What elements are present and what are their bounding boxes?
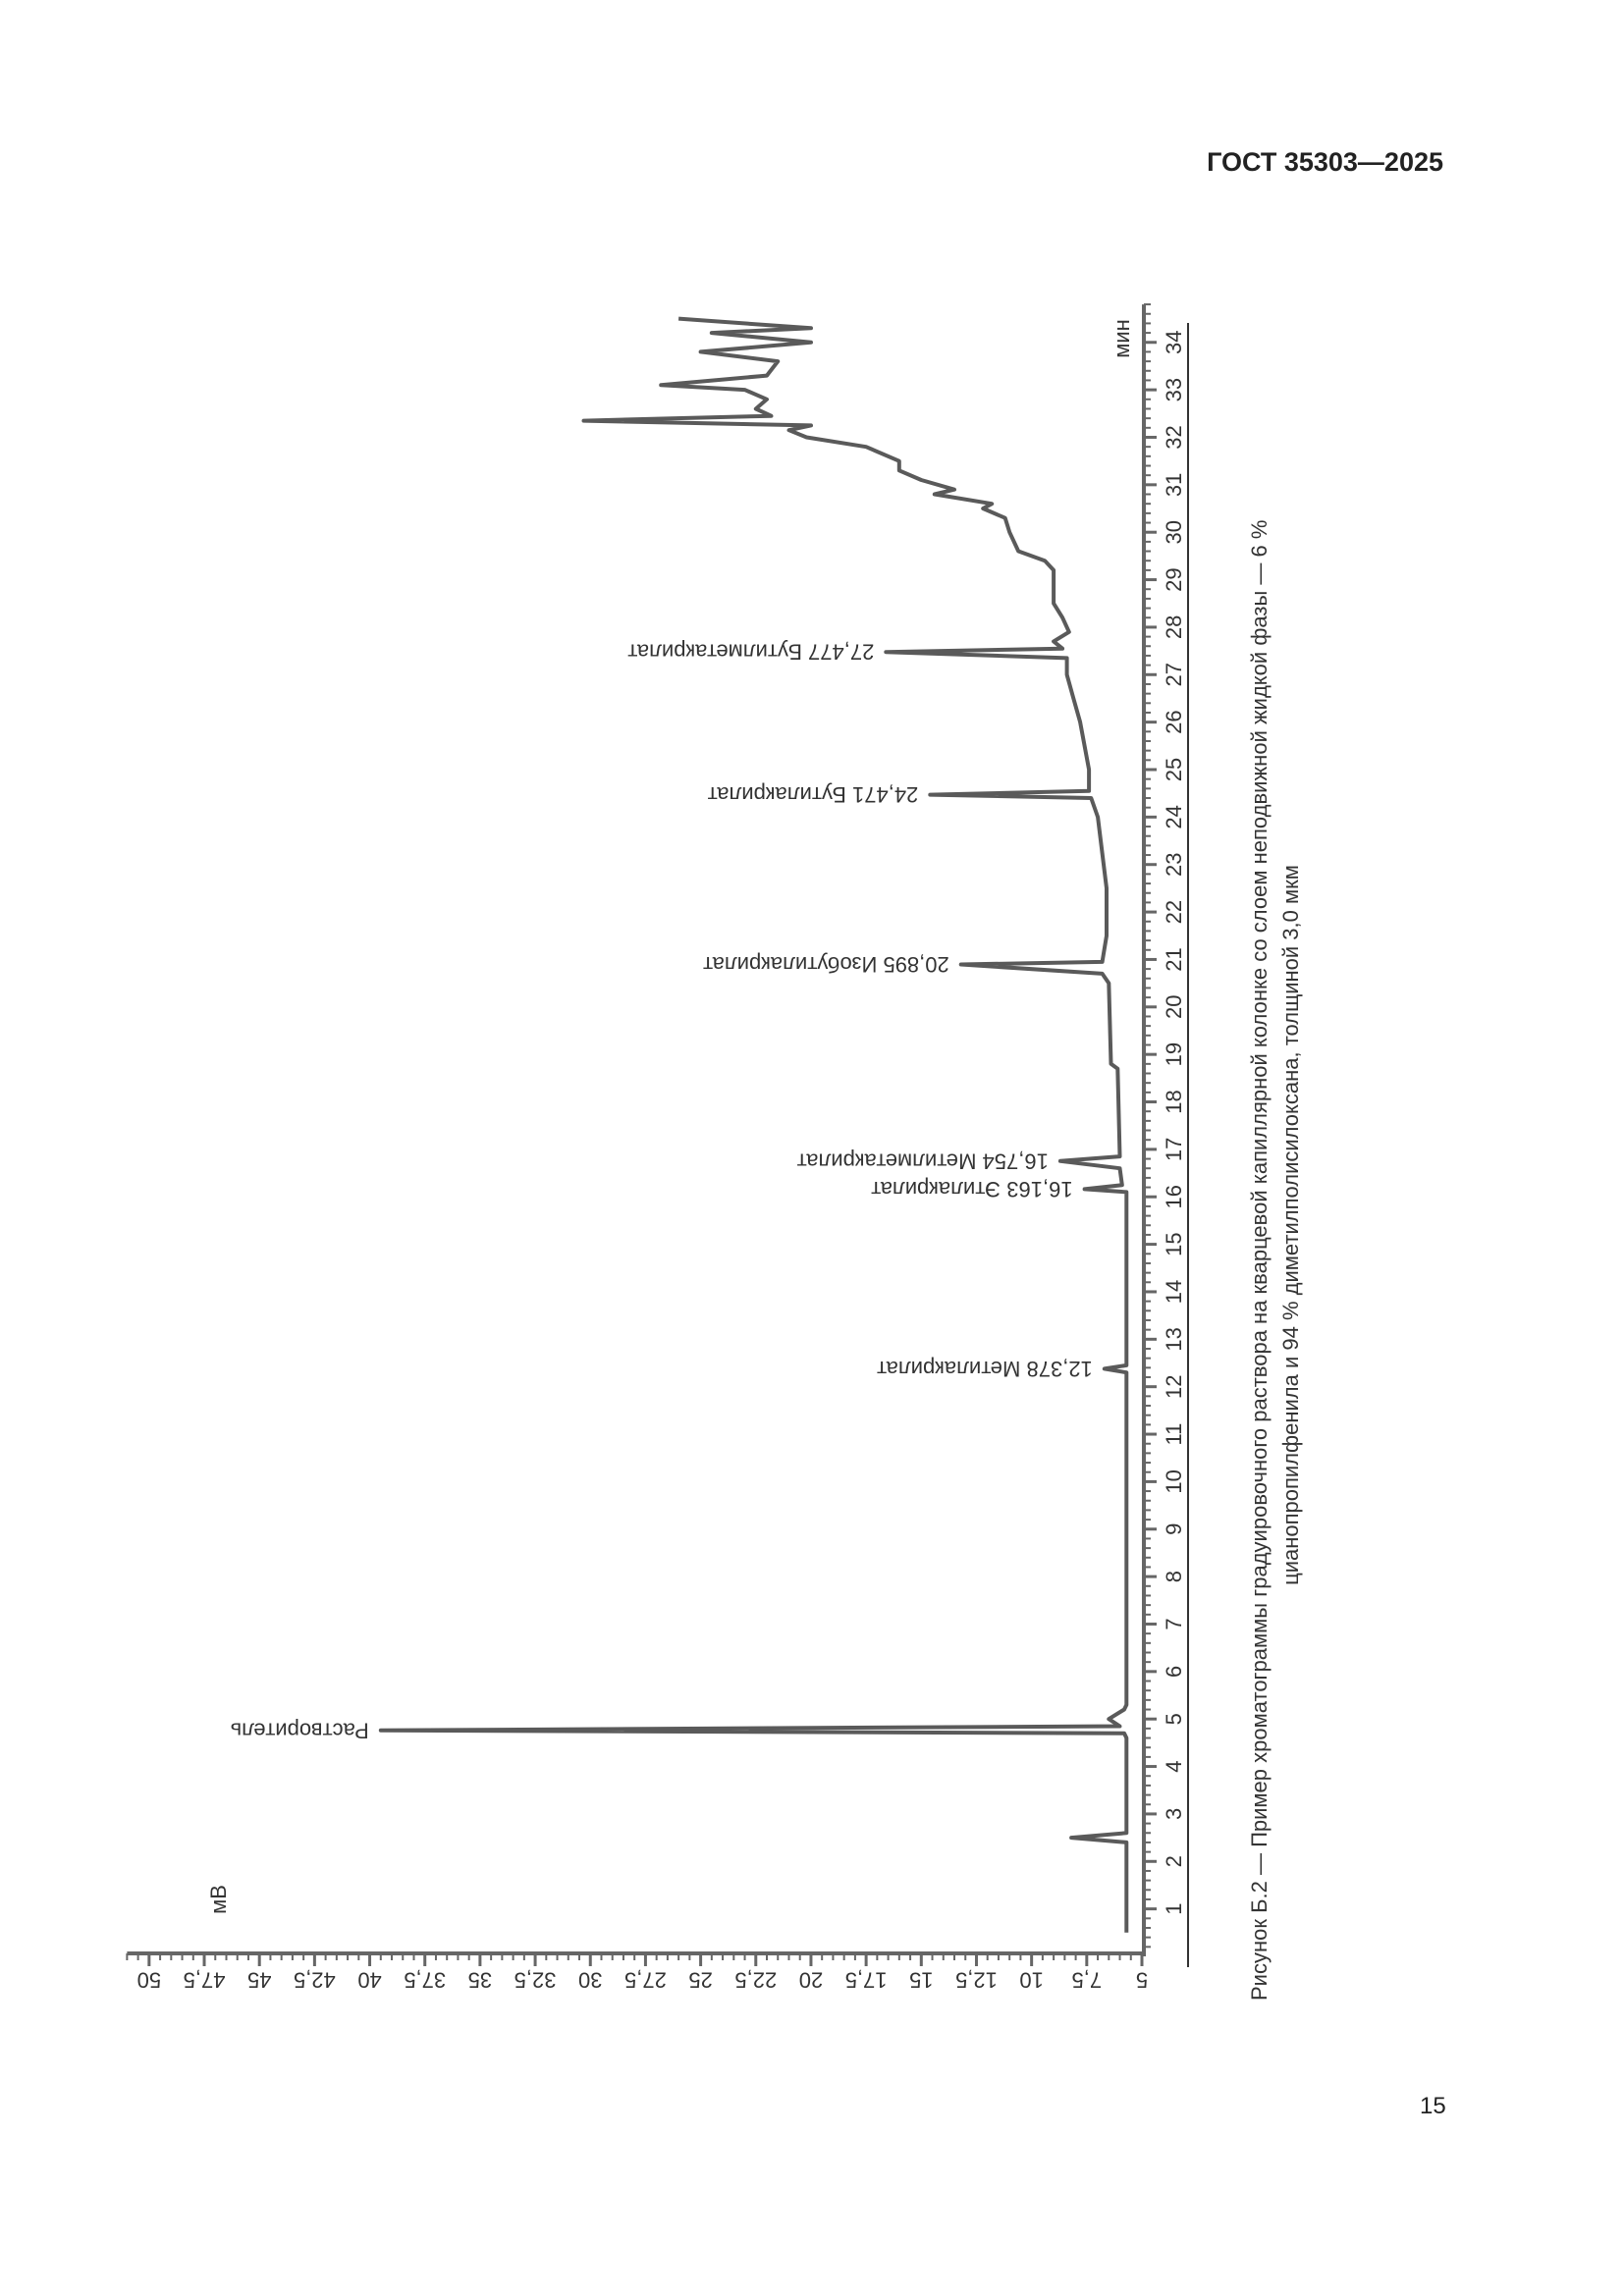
peak-labels: Растворитель 12,378 Метилакрилат 16,163 Эт… — [231, 640, 1093, 1743]
x-tick-label: 8 — [1162, 1571, 1186, 1582]
x-tick-label: 4 — [1162, 1760, 1186, 1772]
x-tick-label: 11 — [1162, 1423, 1186, 1446]
x-tick-label: 14 — [1162, 1280, 1186, 1304]
y-tick-label: 47,5 — [184, 1968, 226, 1993]
x-tick-label: 10 — [1162, 1469, 1186, 1493]
x-tick-label: 33 — [1162, 378, 1186, 401]
x-tick-label: 23 — [1162, 852, 1186, 876]
peak-label: 20,895 Изобутилакрилат — [703, 952, 949, 977]
y-tick-label: 30 — [578, 1968, 602, 1993]
y-tick-label: 27,5 — [624, 1968, 667, 1993]
x-tick-label: 26 — [1162, 710, 1186, 733]
peak-label: Растворитель — [231, 1718, 369, 1742]
x-tick-label: 16 — [1162, 1185, 1186, 1208]
y-tick-label: 22,5 — [734, 1968, 777, 1993]
chromatogram-trace — [378, 316, 1129, 1933]
x-tick-label: 1 — [1162, 1903, 1186, 1915]
x-tick-label: 28 — [1162, 615, 1186, 639]
y-tick-label: 12,5 — [955, 1968, 998, 1993]
x-tick-label: 15 — [1162, 1232, 1186, 1255]
x-tick-label: 13 — [1162, 1327, 1186, 1351]
x-tick-label: 9 — [1162, 1523, 1186, 1535]
y-tick-label: 35 — [468, 1968, 492, 1993]
y-tick-label: 25 — [688, 1968, 712, 1993]
figure-caption-line1: Рисунок Б.2 — Пример хроматограммы граду… — [1247, 520, 1272, 2001]
x-tick-label: 17 — [1162, 1138, 1186, 1161]
y-tick-label: 5 — [1136, 1968, 1148, 1993]
x-tick-label: 12 — [1162, 1374, 1186, 1398]
document-code-header: ГОСТ 35303—2025 — [1207, 147, 1443, 177]
x-tick-label: 27 — [1162, 663, 1186, 686]
x-tick-label: 22 — [1162, 900, 1186, 924]
x-tick-label: 3 — [1162, 1808, 1186, 1820]
x-tick-label: 25 — [1162, 758, 1186, 781]
x-tick-label: 31 — [1162, 473, 1186, 497]
x-axis-label: мин — [1110, 319, 1134, 358]
x-tick-label: 34 — [1162, 331, 1186, 354]
y-axis-label: мВ — [206, 1885, 231, 1914]
x-tick-label: 30 — [1162, 520, 1186, 544]
peak-label: 24,471 Бутилакрилат — [708, 782, 919, 807]
peak-label: 27,477 Бутилметакрилат — [627, 640, 874, 665]
y-tick-label: 50 — [137, 1968, 161, 1993]
y-tick-label: 45 — [247, 1968, 271, 1993]
x-tick-label: 19 — [1162, 1042, 1186, 1066]
y-tick-label: 17,5 — [845, 1968, 888, 1993]
page-number: 15 — [1420, 2093, 1446, 2119]
x-tick-label: 24 — [1162, 805, 1186, 828]
x-tick-label: 18 — [1162, 1090, 1186, 1113]
x-tick-label: 20 — [1162, 995, 1186, 1019]
x-tick-label: 21 — [1162, 947, 1186, 971]
y-tick-label: 7,5 — [1072, 1968, 1103, 1993]
x-tick-label: 2 — [1162, 1855, 1186, 1867]
x-tick-label: 5 — [1162, 1713, 1186, 1725]
figure-caption-line2: цианопропилфенила и 94 % диметилполисило… — [1278, 865, 1303, 1585]
x-tick-label: 32 — [1162, 425, 1186, 449]
x-tick-label: 29 — [1162, 567, 1186, 591]
y-tick-label: 40 — [357, 1968, 381, 1993]
y-tick-label: 32,5 — [514, 1968, 557, 1993]
axes: 1234567891011121314151617181920212223242… — [126, 303, 1189, 1993]
y-tick-label: 15 — [909, 1968, 933, 1993]
x-tick-label: 7 — [1162, 1618, 1186, 1629]
y-tick-label: 37,5 — [404, 1968, 446, 1993]
peak-label: 16,754 Метилметакрилат — [797, 1148, 1049, 1173]
peak-label: 16,163 Этилакрилат — [871, 1177, 1072, 1201]
x-tick-label: 6 — [1162, 1666, 1186, 1678]
y-tick-label: 42,5 — [294, 1968, 336, 1993]
peak-label: 12,378 Метилакрилат — [877, 1357, 1093, 1381]
y-tick-label: 20 — [799, 1968, 823, 1993]
y-tick-label: 10 — [1019, 1968, 1043, 1993]
